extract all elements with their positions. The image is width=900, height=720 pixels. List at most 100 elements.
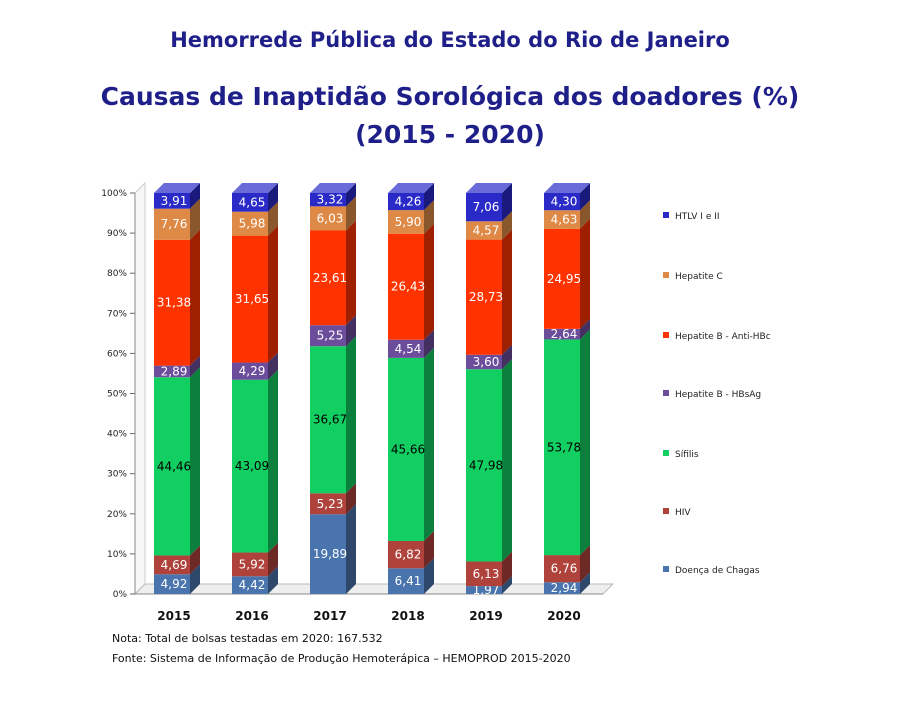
data-label: 4,65 xyxy=(239,195,266,209)
bar-side-hepatite-c-2015 xyxy=(190,198,200,240)
data-label: 53,78 xyxy=(547,440,581,454)
bar-side-hiv-2020 xyxy=(580,545,590,583)
legend-swatch xyxy=(663,450,669,456)
data-label: 6,41 xyxy=(395,574,422,588)
bar-segment-doenca-de-chagas-2018 xyxy=(388,568,424,594)
data-label: 43,09 xyxy=(235,459,269,473)
legend-swatch xyxy=(663,508,669,514)
bar-side-htlv-i-e-ii-2018 xyxy=(424,183,434,211)
data-label: 4,57 xyxy=(473,223,500,237)
bar-side-hepatite-b-hbsag-2017 xyxy=(346,315,356,347)
bar-side-hepatite-b-anti-hbc-2016 xyxy=(268,225,278,363)
bar-side-hepatite-b-anti-hbc-2020 xyxy=(580,218,590,329)
data-label: 2,94 xyxy=(551,581,578,595)
bar-segment-hepatite-b-hbsag-2016 xyxy=(232,362,268,380)
data-label: 24,95 xyxy=(547,272,581,286)
bar-segment-hepatite-b-hbsag-2017 xyxy=(310,325,346,347)
data-label: 1,97 xyxy=(473,583,500,597)
x-tick-label: 2020 xyxy=(547,609,580,623)
bar-side-hepatite-c-2017 xyxy=(346,196,356,231)
data-label: 36,67 xyxy=(313,413,347,427)
bar-top-2020 xyxy=(544,183,590,193)
bar-side-hepatite-b-anti-hbc-2018 xyxy=(424,223,434,340)
bar-side-hepatite-b-hbsag-2020 xyxy=(580,318,590,340)
bar-segment-htlv-i-e-ii-2020 xyxy=(544,193,580,211)
bar-side-doenca-de-chagas-2017 xyxy=(346,504,356,594)
bar-segment-hiv-2018 xyxy=(388,540,424,569)
data-label: 3,91 xyxy=(161,194,188,208)
bar-side-doenca-de-chagas-2019 xyxy=(502,576,512,594)
data-label: 2,64 xyxy=(551,327,578,341)
data-label: 6,03 xyxy=(317,211,344,225)
y-tick-label: 70% xyxy=(107,309,127,319)
bar-side-hiv-2016 xyxy=(268,542,278,577)
bar-side-htlv-i-e-ii-2016 xyxy=(268,183,278,212)
chart-floor xyxy=(133,583,615,595)
bar-segment-hepatite-b-anti-hbc-2020 xyxy=(544,228,580,329)
data-label: 7,06 xyxy=(473,200,500,214)
data-label: 31,65 xyxy=(235,292,269,306)
data-label: 31,38 xyxy=(157,296,191,310)
data-label: 4,69 xyxy=(161,558,188,572)
data-label: 4,42 xyxy=(239,578,266,592)
bar-segment-htlv-i-e-ii-2017 xyxy=(310,193,346,207)
bar-side-hepatite-c-2016 xyxy=(268,201,278,236)
legend-label: Hepatite B - Anti-HBc xyxy=(675,332,771,342)
data-label: 5,92 xyxy=(239,557,266,571)
bar-side-sifilis-2016 xyxy=(268,369,278,553)
bar-segment-hepatite-b-hbsag-2015 xyxy=(154,365,190,378)
data-label: 44,46 xyxy=(157,459,191,473)
bar-segment-sifilis-2020 xyxy=(544,339,580,556)
legend-label: Doença de Chagas xyxy=(675,566,760,576)
bar-side-hiv-2015 xyxy=(190,545,200,575)
data-label: 5,25 xyxy=(317,329,344,343)
bar-side-sifilis-2015 xyxy=(190,367,200,556)
bar-segment-doenca-de-chagas-2015 xyxy=(154,574,190,594)
bar-segment-hepatite-c-2015 xyxy=(154,208,190,240)
bar-segment-hepatite-b-anti-hbc-2017 xyxy=(310,230,346,326)
bar-side-hepatite-c-2019 xyxy=(502,211,512,240)
bar-segment-htlv-i-e-ii-2015 xyxy=(154,193,190,209)
bar-segment-hepatite-b-hbsag-2020 xyxy=(544,328,580,340)
bar-side-hepatite-b-hbsag-2019 xyxy=(502,344,512,370)
bar-side-hiv-2019 xyxy=(502,551,512,587)
bar-segment-doenca-de-chagas-2017 xyxy=(310,514,346,594)
bar-side-sifilis-2017 xyxy=(346,336,356,494)
bar-segment-hepatite-c-2017 xyxy=(310,206,346,231)
bar-side-hepatite-b-hbsag-2015 xyxy=(190,355,200,378)
bar-segment-hiv-2016 xyxy=(232,552,268,577)
bar-top-2017 xyxy=(310,183,356,193)
bar-side-hiv-2017 xyxy=(346,483,356,515)
y-tick-label: 50% xyxy=(107,390,127,400)
bar-side-doenca-de-chagas-2018 xyxy=(424,558,434,594)
bar-segment-hiv-2017 xyxy=(310,493,346,515)
bar-side-doenca-de-chagas-2016 xyxy=(268,566,278,594)
bar-side-sifilis-2019 xyxy=(502,359,512,562)
bar-segment-htlv-i-e-ii-2018 xyxy=(388,193,424,211)
bar-segment-doenca-de-chagas-2020 xyxy=(544,582,580,594)
y-tick-label: 20% xyxy=(107,510,127,520)
chart-source: Fonte: Sistema de Informação de Produção… xyxy=(112,652,571,665)
bar-side-htlv-i-e-ii-2019 xyxy=(502,183,512,222)
data-label: 4,63 xyxy=(551,213,578,227)
data-label: 3,32 xyxy=(317,193,344,207)
legend-swatch xyxy=(663,566,669,572)
x-tick-label: 2018 xyxy=(391,609,424,623)
bar-top-2019 xyxy=(466,183,512,193)
data-label: 19,89 xyxy=(313,547,347,561)
bar-segment-hepatite-b-anti-hbc-2018 xyxy=(388,233,424,340)
bar-top-2015 xyxy=(154,183,200,193)
x-tick-label: 2016 xyxy=(235,609,268,623)
side-wall xyxy=(134,181,146,596)
y-tick-label: 100% xyxy=(101,189,127,199)
data-label: 2,89 xyxy=(161,364,188,378)
bar-segment-hepatite-c-2016 xyxy=(232,211,268,236)
y-tick-label: 80% xyxy=(107,269,127,279)
y-tick-label: 30% xyxy=(107,470,127,480)
data-label: 5,98 xyxy=(239,217,266,231)
bar-segment-hepatite-c-2020 xyxy=(544,210,580,229)
data-label: 28,73 xyxy=(469,290,503,304)
data-label: 5,90 xyxy=(395,215,422,229)
data-label: 47,98 xyxy=(469,458,503,472)
